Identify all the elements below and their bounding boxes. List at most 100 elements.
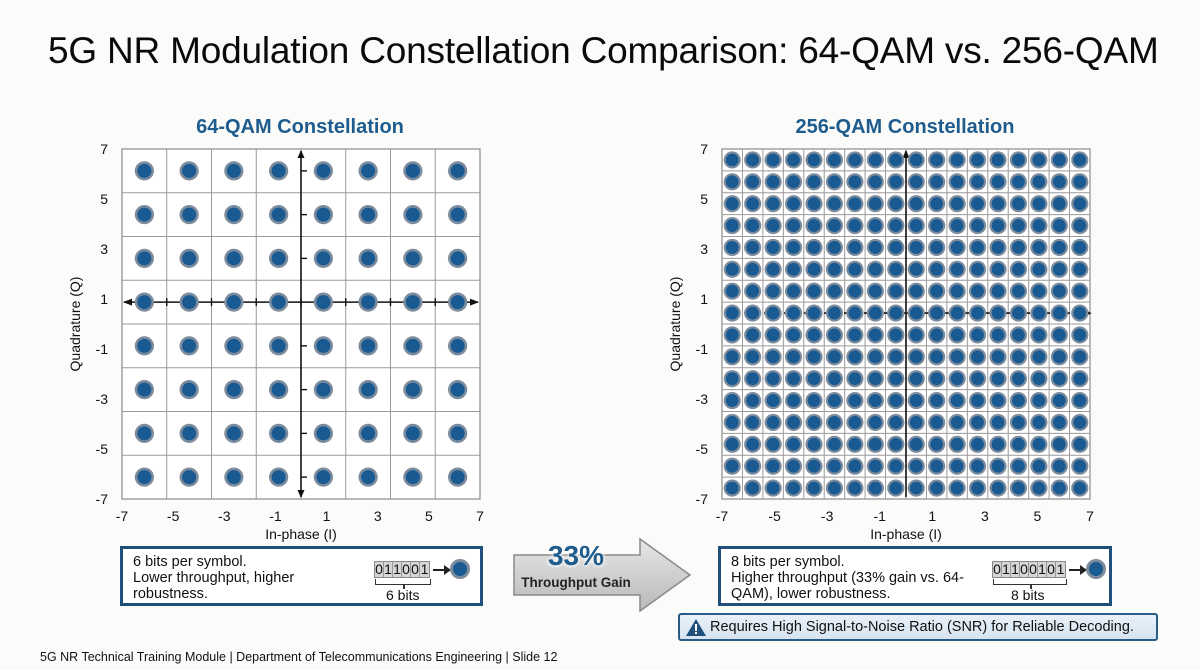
info-line: Lower throughput, higher [133, 570, 295, 586]
constellation-point [889, 394, 903, 407]
constellation-point [1032, 197, 1046, 211]
constellation-point [889, 241, 903, 254]
constellation-point [991, 306, 1005, 320]
constellation-point [725, 416, 739, 429]
x-tick-label: -7 [716, 508, 729, 524]
constellation-point [450, 295, 465, 310]
constellation-point [316, 338, 331, 353]
constellation-point [182, 338, 197, 353]
y-axis-label: Quadrature (Q) [667, 277, 683, 372]
x-tick-label: 1 [323, 508, 331, 524]
constellation-point [807, 459, 821, 473]
constellation-point [889, 219, 903, 232]
constellation-point [1032, 416, 1046, 429]
constellation-point [271, 470, 286, 485]
constellation-point [807, 350, 821, 364]
constellation-point [725, 350, 739, 364]
constellation-point [848, 284, 862, 298]
constellation-point [316, 163, 331, 178]
constellation-point [766, 372, 780, 386]
bit: 0 [1047, 561, 1056, 577]
constellation-point [766, 197, 780, 211]
constellation-point [316, 426, 331, 441]
constellation-point [930, 481, 944, 495]
constellation-point [725, 153, 739, 167]
constellation-point [361, 163, 376, 178]
q-axis-arrowhead-icon [297, 490, 305, 498]
constellation-point [361, 338, 376, 353]
constellation-point [991, 481, 1005, 495]
constellation-point [316, 470, 331, 485]
constellation-point [766, 328, 780, 342]
constellation-point [1052, 459, 1066, 473]
constellation-point [868, 153, 882, 167]
constellation-point [226, 470, 241, 485]
constellation-point [361, 426, 376, 441]
constellation-point [1012, 416, 1025, 429]
chart-title-64qam: 64-QAM Constellation [196, 116, 404, 138]
constellation-point [1012, 175, 1025, 189]
constellation-point [1032, 350, 1046, 364]
constellation-point [182, 426, 197, 441]
constellation-point [971, 394, 984, 407]
constellation-point [991, 241, 1005, 254]
constellation-point [766, 153, 780, 167]
constellation-point [226, 338, 241, 353]
constellation-point [787, 328, 800, 342]
constellation-point [1052, 284, 1066, 298]
warning-text: Requires High Signal-to-Noise Ratio (SNR… [710, 619, 1134, 635]
constellation-point [991, 416, 1005, 429]
constellation-point [950, 437, 964, 451]
constellation-point [316, 382, 331, 397]
constellation-point [361, 382, 376, 397]
constellation-point [725, 262, 739, 276]
gain-label: Throughput Gain [521, 575, 631, 590]
x-tick-label: -1 [873, 508, 886, 524]
constellation-point [787, 437, 800, 451]
bits-count-label: 8 bits [1011, 587, 1045, 603]
constellation-point [848, 241, 862, 254]
constellation-point [807, 241, 821, 254]
constellation-point [787, 197, 800, 211]
info-line: 6 bits per symbol. [133, 554, 247, 570]
constellation-point [848, 219, 862, 232]
constellation-point [807, 262, 821, 276]
constellation-point [1032, 175, 1046, 189]
constellation-point [868, 306, 882, 320]
constellation-point [725, 175, 739, 189]
bit: 0 [402, 561, 411, 577]
constellation-point [271, 382, 286, 397]
constellation-point [226, 382, 241, 397]
constellation-point [991, 350, 1005, 364]
constellation-point [828, 328, 841, 342]
constellation-point [971, 306, 984, 320]
constellation-point [950, 219, 964, 232]
constellation-point [828, 372, 841, 386]
constellation-point [971, 219, 984, 232]
constellation-point [930, 241, 944, 254]
x-tick-label: 5 [425, 508, 433, 524]
constellation-point [1052, 350, 1066, 364]
constellation-point [361, 470, 376, 485]
constellation-point [991, 284, 1005, 298]
constellation-point [137, 470, 152, 485]
constellation-point [848, 328, 862, 342]
constellation-point [1012, 481, 1025, 495]
constellation-point [746, 481, 760, 495]
constellation-point [950, 481, 964, 495]
constellation-point [787, 219, 800, 232]
constellation-point [971, 350, 984, 364]
constellation-point [909, 437, 923, 451]
x-tick-label: 3 [981, 508, 989, 524]
constellation-point [909, 372, 923, 386]
constellation-point [848, 262, 862, 276]
constellation-point [405, 470, 420, 485]
constellation-point [868, 241, 882, 254]
constellation-point [909, 350, 923, 364]
constellation-point [991, 262, 1005, 276]
constellation-point [1073, 350, 1087, 364]
constellation-point [226, 251, 241, 266]
constellation-point [971, 328, 984, 342]
constellation-point [766, 241, 780, 254]
constellation-point [828, 241, 841, 254]
